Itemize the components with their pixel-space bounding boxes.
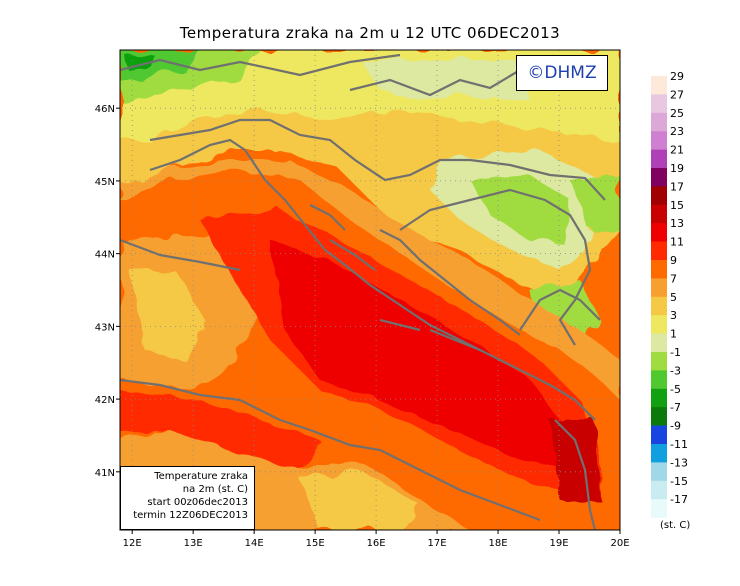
lon-label: 18E	[489, 538, 508, 549]
colorbar: 29 27 25 23 21 19 17 15 13 11 9 7 5 3 1 -1 -3 -5 -7 -9 -11 -1…	[651, 70, 688, 518]
colorbar-label: -11	[670, 438, 688, 451]
colorbar-label: 17	[670, 180, 684, 193]
lat-label: 41N	[95, 468, 115, 479]
info-box: Temperature zraka na 2m (st. C) start 00…	[120, 466, 255, 530]
colorbar-swatch	[651, 352, 667, 371]
colorbar-label: -13	[670, 456, 688, 469]
info-line-3: start 00z06dec2013	[147, 497, 248, 508]
colorbar-swatch	[651, 223, 667, 242]
colorbar-label: 13	[670, 217, 684, 230]
colorbar-swatch	[651, 333, 667, 353]
dhmz-logo: ©DHMZ	[516, 55, 608, 91]
graticule	[120, 50, 620, 530]
colorbar-label: 15	[670, 199, 684, 212]
colorbar-swatch	[651, 76, 667, 95]
colorbar-swatch	[651, 204, 667, 224]
colorbar-label: -9	[670, 420, 681, 433]
colorbar-label: -7	[670, 401, 681, 414]
lat-label: 43N	[95, 322, 115, 333]
colorbar-label: 3	[670, 309, 677, 322]
colorbar-label: 19	[670, 162, 684, 175]
colorbar-swatch	[651, 462, 667, 482]
lat-label: 44N	[95, 250, 115, 261]
latitude-labels: 46N 45N 44N 43N 42N 41N	[95, 104, 115, 479]
colorbar-swatch	[651, 112, 667, 132]
temperature-field	[120, 50, 620, 530]
colorbar-label: 1	[670, 328, 677, 341]
colorbar-label: -3	[670, 364, 681, 377]
lon-label: 19E	[550, 538, 569, 549]
colorbar-swatch	[651, 241, 667, 261]
colorbar-swatch	[651, 149, 667, 169]
colorbar-label: 27	[670, 88, 684, 101]
lon-label: 12E	[123, 538, 142, 549]
colorbar-swatch	[651, 444, 667, 463]
colorbar-label: 9	[670, 254, 677, 267]
colorbar-swatch	[651, 168, 667, 187]
lon-label: 14E	[245, 538, 264, 549]
lon-label: 20E	[610, 538, 629, 549]
colorbar-label: 21	[670, 144, 684, 157]
colorbar-swatch	[651, 278, 667, 298]
colorbar-swatch	[651, 370, 667, 390]
info-line-4: termin 12Z06DEC2013	[133, 510, 248, 521]
colorbar-swatch	[651, 480, 667, 500]
axis-ticks	[116, 107, 621, 534]
colorbar-swatch	[651, 425, 667, 445]
colorbar-label: 25	[670, 107, 684, 120]
colorbar-unit: (st. C)	[660, 520, 691, 531]
lat-label: 46N	[95, 104, 115, 115]
info-line-2: na 2m (st. C)	[182, 484, 248, 495]
colorbar-label: -1	[670, 346, 681, 359]
coastlines	[120, 53, 606, 530]
colorbar-swatch	[651, 388, 667, 408]
colorbar-swatch	[651, 260, 667, 279]
colorbar-swatch	[651, 94, 667, 114]
colorbar-swatch	[651, 499, 667, 518]
colorbar-label: -17	[670, 493, 688, 506]
lon-label: 17E	[428, 538, 447, 549]
lat-label: 45N	[95, 177, 115, 188]
colorbar-label: 11	[670, 236, 684, 249]
colorbar-swatch	[651, 407, 667, 426]
info-line-1: Temperature zraka	[154, 471, 248, 482]
colorbar-label: 23	[670, 125, 684, 138]
colorbar-label: 7	[670, 272, 677, 285]
plot-frame	[119, 49, 621, 531]
map-title: Temperatura zraka na 2m u 12 UTC 06DEC20…	[179, 24, 561, 42]
colorbar-label: -15	[670, 475, 688, 488]
colorbar-swatch	[651, 296, 667, 316]
colorbar-swatch	[651, 315, 667, 334]
colorbar-label: 29	[670, 70, 684, 83]
colorbar-label: -5	[670, 383, 681, 396]
lon-label: 15E	[306, 538, 325, 549]
lon-label: 16E	[367, 538, 386, 549]
colorbar-swatch	[651, 131, 667, 150]
colorbar-swatch	[651, 186, 667, 206]
lon-label: 13E	[184, 538, 203, 549]
longitude-labels: 12E 13E 14E 15E 16E 17E 18E 19E 20E	[123, 538, 630, 549]
colorbar-label: 5	[670, 291, 677, 304]
lat-label: 42N	[95, 395, 115, 406]
